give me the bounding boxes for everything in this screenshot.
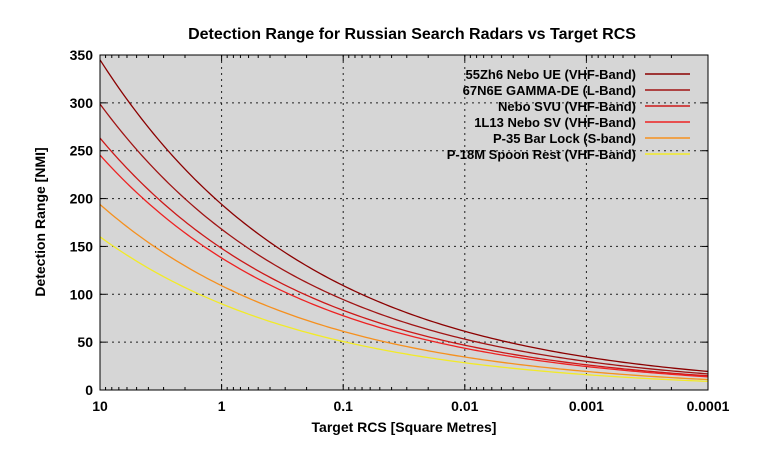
y-tick-label: 300 — [70, 95, 94, 111]
series-line — [99, 203, 709, 381]
series-line — [99, 236, 709, 383]
legend-label: 67N6E GAMMA-DE (L-Band) — [463, 83, 636, 98]
legend-label: 1L13 Nebo SV (VHF-Band) — [474, 115, 636, 130]
legend-label: P-18M Spoon Rest (VHF-Band) — [447, 147, 636, 162]
series-line — [99, 59, 709, 373]
x-tick-label: 10 — [92, 398, 108, 414]
x-axis-label: Target RCS [Square Metres] — [312, 419, 497, 435]
y-tick-label: 50 — [77, 334, 93, 350]
y-tick-label: 100 — [70, 286, 94, 302]
y-axis-label: Detection Range [NMI] — [32, 147, 48, 296]
series-lines — [99, 59, 709, 383]
x-tick-label: 0.001 — [569, 398, 604, 414]
series-line — [99, 137, 709, 377]
x-tick-label: 0.1 — [333, 398, 353, 414]
ticks: 10 1 0.1 0.01 0.001 0.0001 0 50 100 150 200 250 300 3… — [70, 47, 730, 414]
y-tick-label: 0 — [85, 382, 93, 398]
plot-frame — [99, 54, 709, 391]
legend-label: Nebo SVU (VHF-Band) — [498, 99, 636, 114]
y-tick-label: 350 — [70, 47, 94, 63]
grid — [100, 55, 708, 390]
chart-title: Detection Range for Russian Search Radar… — [188, 26, 636, 43]
legend-label: 55Zh6 Nebo UE (VHF-Band) — [466, 67, 636, 82]
x-tick-label: 0.01 — [451, 398, 478, 414]
x-tick-label: 1 — [218, 398, 226, 414]
y-tick-label: 150 — [70, 238, 94, 254]
legend-label: P-35 Bar Lock (S-band) — [493, 131, 636, 146]
series-line — [99, 154, 709, 378]
series-line — [99, 103, 709, 375]
y-tick-label: 250 — [70, 143, 94, 159]
x-tick-label: 0.0001 — [687, 398, 730, 414]
legend: 55Zh6 Nebo UE (VHF-Band)67N6E GAMMA-DE (… — [447, 67, 690, 162]
y-tick-label: 200 — [70, 191, 94, 207]
